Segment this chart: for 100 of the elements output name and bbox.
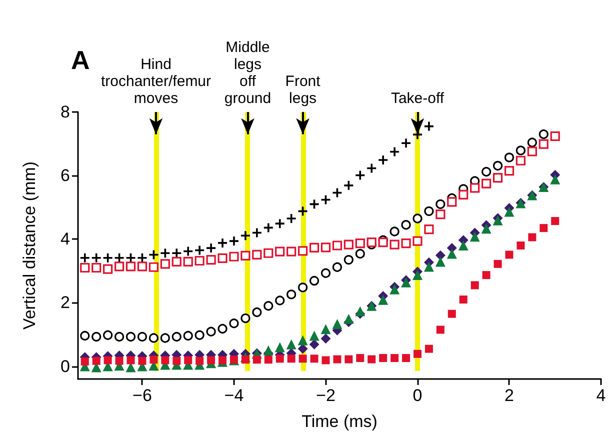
point <box>379 354 388 362</box>
ref-line-label: Hind trochanter/femur moves <box>100 56 212 107</box>
point <box>115 356 124 365</box>
y-tick-label: 2 <box>60 293 70 312</box>
y-tick-label: 8 <box>60 102 70 122</box>
point <box>263 345 274 356</box>
x-tick-label: −4 <box>224 386 244 405</box>
point <box>344 314 354 324</box>
point <box>459 296 468 304</box>
point <box>286 214 296 223</box>
point <box>160 248 170 258</box>
point <box>252 307 262 318</box>
point <box>458 190 468 200</box>
point <box>286 246 296 256</box>
point <box>332 262 342 272</box>
point <box>402 138 411 148</box>
point <box>172 332 182 342</box>
point <box>184 246 193 256</box>
point <box>402 354 410 362</box>
point <box>550 131 560 141</box>
point <box>447 197 457 207</box>
point <box>446 248 457 259</box>
point <box>160 333 170 343</box>
point <box>206 255 216 265</box>
point <box>275 246 285 256</box>
point <box>229 318 239 328</box>
point <box>424 262 434 272</box>
point <box>229 236 238 246</box>
ref-line-label: Middle legs off ground <box>224 39 272 107</box>
point <box>401 220 411 230</box>
y-axis-title: Vertical distance (mm) <box>20 161 39 330</box>
point <box>241 356 250 364</box>
point <box>114 332 124 342</box>
point <box>356 354 364 362</box>
point <box>218 324 228 334</box>
point <box>482 166 492 177</box>
point <box>504 206 514 217</box>
point <box>320 324 331 334</box>
point <box>92 253 101 262</box>
point <box>150 356 158 364</box>
point <box>435 250 446 260</box>
point <box>504 166 514 176</box>
point <box>332 319 342 330</box>
point <box>92 332 102 342</box>
point <box>494 260 502 268</box>
point <box>344 180 354 190</box>
point <box>378 238 388 248</box>
point <box>264 301 274 311</box>
point <box>390 284 400 294</box>
point <box>287 354 296 363</box>
point <box>148 333 158 343</box>
point <box>448 310 456 318</box>
point <box>424 122 434 131</box>
point <box>368 355 376 364</box>
point <box>138 253 147 262</box>
point <box>103 330 113 340</box>
point <box>80 330 90 341</box>
point <box>505 250 514 259</box>
point <box>482 271 490 280</box>
point <box>276 354 284 363</box>
point <box>126 262 136 272</box>
point <box>390 226 400 236</box>
point <box>538 139 548 149</box>
point <box>161 356 170 364</box>
point <box>367 164 376 173</box>
point <box>436 326 444 334</box>
point <box>550 174 560 184</box>
y-tick-label: 6 <box>60 166 70 186</box>
point <box>320 242 331 252</box>
point <box>207 356 216 364</box>
point <box>196 356 204 365</box>
point <box>240 313 250 324</box>
point <box>322 356 330 364</box>
point <box>206 326 216 336</box>
point <box>309 339 320 350</box>
point <box>412 214 422 224</box>
point <box>528 233 536 242</box>
point <box>252 228 262 238</box>
point <box>378 294 388 305</box>
point <box>80 358 89 366</box>
point <box>492 160 503 171</box>
point <box>195 246 204 255</box>
point <box>172 256 182 267</box>
point <box>218 238 228 248</box>
ref-line-label: Take-off <box>390 90 445 107</box>
point <box>252 250 262 260</box>
point <box>516 242 525 250</box>
point <box>298 354 307 363</box>
x-tick-label: −2 <box>316 386 336 405</box>
x-axis-title: Time (ms) <box>302 412 378 431</box>
point <box>264 223 273 232</box>
point <box>286 339 296 350</box>
point <box>206 244 216 253</box>
point <box>412 270 422 280</box>
point <box>298 335 308 346</box>
point <box>126 356 135 364</box>
point <box>333 355 342 364</box>
point <box>527 138 537 148</box>
point <box>310 354 318 363</box>
point <box>344 255 354 265</box>
